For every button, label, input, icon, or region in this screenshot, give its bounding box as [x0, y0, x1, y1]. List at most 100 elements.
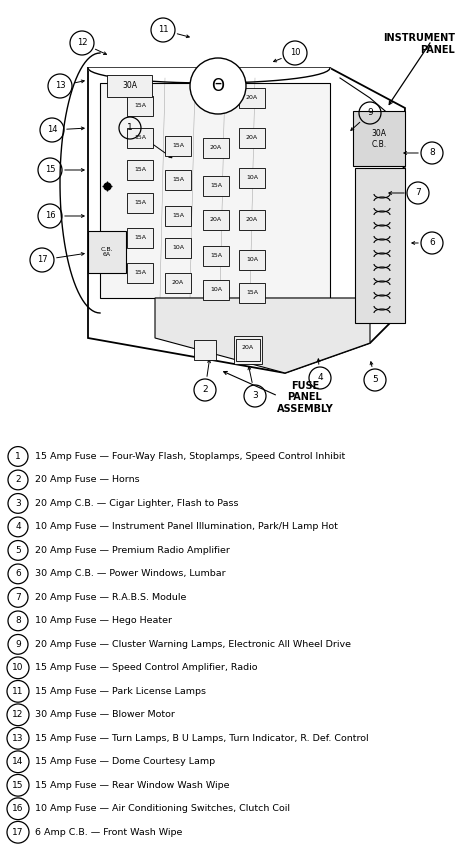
Text: 10A: 10A — [246, 257, 258, 262]
Text: 15A: 15A — [172, 178, 184, 183]
Text: 15A: 15A — [134, 201, 146, 205]
Text: 1: 1 — [15, 452, 21, 461]
Bar — [239, 250, 265, 270]
Bar — [203, 210, 229, 230]
Text: 15A: 15A — [134, 135, 146, 140]
Bar — [239, 88, 265, 108]
Bar — [165, 273, 191, 293]
Text: 15A: 15A — [134, 167, 146, 172]
Polygon shape — [355, 168, 405, 323]
Bar — [234, 336, 262, 364]
Text: 5: 5 — [15, 546, 21, 555]
Bar — [239, 283, 265, 303]
Text: 13: 13 — [12, 734, 24, 743]
Text: 15A: 15A — [134, 270, 146, 275]
Text: 6: 6 — [15, 570, 21, 578]
Text: 15 Amp Fuse — Four-Way Flash, Stoplamps, Speed Control Inhibit: 15 Amp Fuse — Four-Way Flash, Stoplamps,… — [35, 452, 345, 461]
Text: 3: 3 — [252, 391, 258, 400]
Text: 16: 16 — [45, 211, 55, 221]
Text: 30 Amp C.B. — Power Windows, Lumbar: 30 Amp C.B. — Power Windows, Lumbar — [35, 570, 226, 578]
Text: 10A: 10A — [246, 176, 258, 180]
Bar — [203, 280, 229, 300]
Text: 15A: 15A — [210, 254, 222, 258]
Text: 14: 14 — [12, 757, 24, 766]
Text: 20 Amp Fuse — R.A.B.S. Module: 20 Amp Fuse — R.A.B.S. Module — [35, 593, 186, 602]
Text: 15A: 15A — [172, 144, 184, 148]
Text: 15A: 15A — [172, 214, 184, 218]
Bar — [88, 231, 126, 273]
Bar — [203, 246, 229, 266]
Text: 12: 12 — [77, 38, 87, 48]
Text: 20A: 20A — [210, 217, 222, 223]
Text: 20A: 20A — [246, 95, 258, 100]
Text: 20 Amp Fuse — Premium Radio Amplifier: 20 Amp Fuse — Premium Radio Amplifier — [35, 546, 230, 555]
Text: 20 Amp Fuse — Horns: 20 Amp Fuse — Horns — [35, 475, 140, 484]
Bar — [108, 75, 153, 97]
Bar — [127, 128, 153, 148]
Bar — [203, 138, 229, 158]
Bar — [165, 238, 191, 258]
Polygon shape — [100, 83, 330, 298]
Text: 10 Amp Fuse — Instrument Panel Illumination, Park/H Lamp Hot: 10 Amp Fuse — Instrument Panel Illuminat… — [35, 522, 338, 532]
Text: 15A: 15A — [134, 236, 146, 241]
Bar — [127, 193, 153, 213]
Text: 13: 13 — [55, 81, 65, 90]
Text: 8: 8 — [15, 617, 21, 625]
Text: 30 Amp Fuse — Blower Motor: 30 Amp Fuse — Blower Motor — [35, 710, 175, 720]
Bar — [127, 160, 153, 180]
Text: 17: 17 — [36, 255, 47, 264]
Text: 7: 7 — [15, 593, 21, 602]
Text: INSTRUMENT
PANEL: INSTRUMENT PANEL — [383, 33, 455, 55]
Text: 15A: 15A — [134, 104, 146, 108]
Text: 20A: 20A — [172, 281, 184, 286]
Text: 15 Amp Fuse — Dome Courtesy Lamp: 15 Amp Fuse — Dome Courtesy Lamp — [35, 757, 215, 766]
Bar — [165, 136, 191, 156]
Text: 17: 17 — [12, 828, 24, 837]
Text: 10A: 10A — [210, 288, 222, 293]
Text: 20 Amp C.B. — Cigar Lighter, Flash to Pass: 20 Amp C.B. — Cigar Lighter, Flash to Pa… — [35, 499, 238, 508]
Bar — [165, 170, 191, 190]
Text: 2: 2 — [202, 385, 208, 395]
Text: 7: 7 — [415, 189, 421, 197]
Text: 2: 2 — [15, 475, 21, 484]
Text: 10: 10 — [290, 48, 300, 57]
Text: 11: 11 — [158, 25, 168, 35]
Text: 9: 9 — [15, 640, 21, 649]
Text: 15: 15 — [12, 781, 24, 790]
Text: 14: 14 — [47, 126, 57, 134]
Bar — [239, 210, 265, 230]
Bar — [127, 263, 153, 283]
Text: 15 Amp Fuse — Turn Lamps, B U Lamps, Turn Indicator, R. Def. Control: 15 Amp Fuse — Turn Lamps, B U Lamps, Tur… — [35, 734, 369, 743]
Bar — [353, 111, 405, 166]
Bar — [239, 168, 265, 188]
Text: 15 Amp Fuse — Park License Lamps: 15 Amp Fuse — Park License Lamps — [35, 687, 206, 695]
Text: 5: 5 — [372, 376, 378, 385]
Text: 3: 3 — [15, 499, 21, 508]
Text: 15 Amp Fuse — Speed Control Amplifier, Radio: 15 Amp Fuse — Speed Control Amplifier, R… — [35, 663, 257, 672]
Text: 8: 8 — [429, 148, 435, 158]
Text: 15A: 15A — [246, 290, 258, 295]
Bar — [165, 206, 191, 226]
Text: 10 Amp Fuse — Hego Heater: 10 Amp Fuse — Hego Heater — [35, 617, 172, 625]
Bar — [127, 96, 153, 116]
Text: Θ: Θ — [211, 77, 225, 95]
Text: 30A: 30A — [122, 81, 137, 90]
Polygon shape — [155, 298, 370, 373]
Text: 20A: 20A — [210, 145, 222, 151]
Text: 30A
C.B.: 30A C.B. — [372, 129, 387, 149]
Text: 4: 4 — [317, 373, 323, 383]
Text: 15: 15 — [45, 165, 55, 174]
Bar — [239, 128, 265, 148]
Text: 4: 4 — [15, 522, 21, 532]
Text: 6: 6 — [429, 238, 435, 248]
Bar — [194, 340, 216, 360]
Text: 20A: 20A — [246, 135, 258, 140]
Circle shape — [190, 58, 246, 114]
Text: 6 Amp C.B. — Front Wash Wipe: 6 Amp C.B. — Front Wash Wipe — [35, 828, 182, 837]
Text: C.B.
6A: C.B. 6A — [100, 247, 113, 257]
Bar — [236, 339, 260, 361]
Text: 12: 12 — [12, 710, 24, 720]
Bar — [203, 176, 229, 196]
Text: 11: 11 — [12, 687, 24, 695]
Text: 20A: 20A — [246, 217, 258, 223]
